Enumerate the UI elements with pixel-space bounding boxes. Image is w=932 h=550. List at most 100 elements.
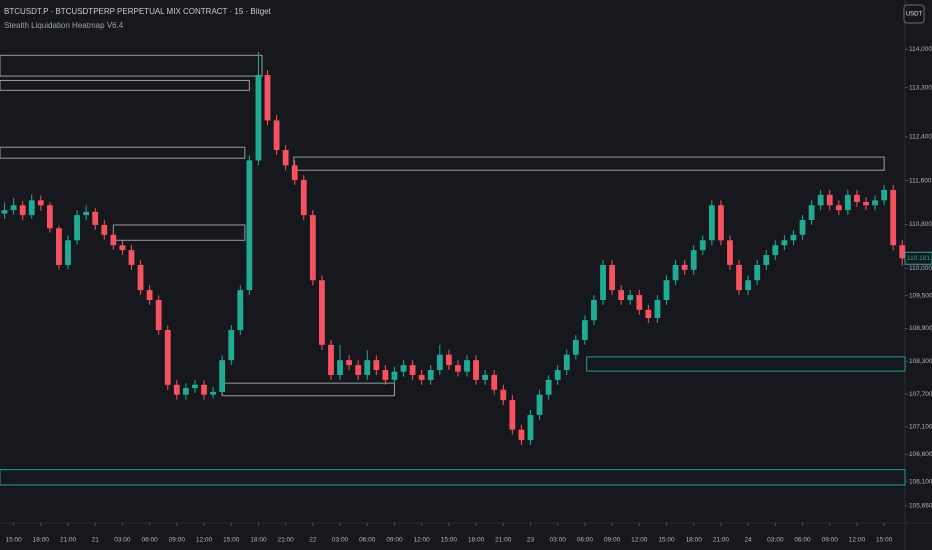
candle-body	[319, 280, 325, 345]
candle-body	[627, 295, 634, 300]
candle-body	[291, 165, 298, 181]
candle-body	[155, 299, 162, 331]
candle-body	[473, 360, 479, 380]
candle-body	[264, 74, 271, 121]
y-tick-label: 109,500.0	[909, 292, 932, 299]
x-tick-label: 15:00	[658, 537, 675, 544]
y-tick-label: 107,100.0	[909, 424, 932, 431]
candle-body	[119, 245, 126, 251]
x-tick-label: 03:00	[332, 537, 349, 544]
x-tick-label: 12:00	[414, 537, 431, 544]
indicator-name: Stealth Liquidation Heatmap V6.4	[4, 21, 124, 30]
candle-body	[554, 370, 561, 380]
y-tick-label: 113,300.0	[909, 84, 932, 91]
candle-body	[228, 330, 235, 361]
x-tick-label: 18:00	[686, 537, 703, 544]
candle-body	[727, 240, 733, 265]
candle-body	[518, 429, 525, 441]
candle-body	[137, 264, 144, 291]
x-tick-label: 03:00	[767, 537, 784, 544]
candle-body	[355, 365, 362, 375]
y-tick-label: 105,660.0	[909, 502, 932, 509]
y-tick-label: 106,600.0	[909, 451, 932, 458]
candle-body	[246, 160, 253, 291]
candle-body	[690, 250, 697, 270]
candle-body	[844, 194, 851, 211]
candle-body	[56, 228, 62, 265]
x-tick-label: 15:00	[223, 537, 240, 544]
candle-body	[500, 389, 507, 401]
liquidation-zone	[0, 54, 263, 77]
candle-body	[563, 354, 570, 371]
plot-area	[0, 52, 906, 486]
candle-body	[337, 360, 343, 375]
candle-body	[28, 200, 35, 216]
x-tick-label: 15:00	[876, 537, 893, 544]
x-tick-label: 06:00	[577, 537, 594, 544]
candle-body	[173, 384, 180, 395]
candle-body	[92, 211, 99, 225]
candle-body	[545, 379, 552, 395]
candle-body	[763, 255, 770, 265]
candle-body	[527, 414, 534, 441]
x-tick-label: 03:00	[550, 537, 567, 544]
x-tick-label: 09:00	[169, 537, 186, 544]
currency-button[interactable]	[903, 4, 925, 24]
candle-body	[436, 354, 443, 371]
candle-body	[37, 200, 44, 206]
candle-body	[899, 245, 906, 259]
x-tick-label: 21:00	[278, 537, 295, 544]
candle-body	[364, 360, 371, 375]
x-tick-label: 09:00	[822, 537, 839, 544]
x-tick-label: 18:00	[468, 537, 485, 544]
y-tick-label: 114,000.0	[909, 46, 932, 53]
candle-body	[210, 391, 217, 395]
candle-body	[445, 354, 452, 366]
x-tick-label: 09:00	[604, 537, 621, 544]
candle-body	[455, 365, 461, 372]
candle-body	[464, 360, 470, 372]
x-tick-label: 12:00	[631, 537, 648, 544]
x-tick-label: 06:00	[359, 537, 376, 544]
candle-body	[373, 360, 380, 371]
y-tick-label: 108,900.0	[909, 325, 932, 332]
candle-body	[300, 180, 307, 216]
x-tick-label: 03:00	[114, 537, 131, 544]
candle-body	[699, 240, 706, 251]
candle-body	[835, 205, 842, 211]
candle-body	[1, 210, 8, 214]
x-tick-label: 22	[309, 537, 317, 544]
x-tick-label: 15:00	[5, 537, 22, 544]
candle-body	[83, 211, 90, 216]
candle-body	[745, 280, 752, 291]
candle-body	[400, 365, 407, 372]
x-tick-label: 21:00	[713, 537, 730, 544]
last-price-box	[904, 251, 932, 265]
last-price-label: 110,181.8	[907, 255, 932, 262]
candle-body	[182, 388, 189, 395]
candle-body	[736, 264, 742, 291]
candle-body	[65, 240, 71, 265]
candle-body	[282, 149, 289, 166]
x-tick-label: 06:00	[141, 537, 158, 544]
y-tick-label: 108,300.0	[909, 358, 932, 365]
candle-body	[273, 120, 280, 150]
candle-body	[572, 339, 579, 355]
candle-body	[255, 74, 262, 161]
currency-button-label[interactable]: USDT	[906, 12, 923, 18]
candle-body	[609, 264, 616, 291]
liquidation-zone	[0, 469, 906, 486]
y-tick-label: 107,700.0	[909, 391, 932, 398]
candle-body	[192, 384, 198, 389]
candle-body	[826, 194, 833, 206]
candle-body	[391, 371, 398, 380]
candle-body	[681, 264, 688, 270]
candle-body	[74, 215, 80, 241]
candle-body	[418, 374, 425, 380]
candle-body	[146, 290, 153, 300]
x-tick-label: 15:00	[441, 537, 458, 544]
candle-body	[46, 205, 53, 229]
candle-body	[600, 264, 606, 300]
candle-body	[881, 189, 888, 201]
candle-body	[708, 205, 715, 241]
